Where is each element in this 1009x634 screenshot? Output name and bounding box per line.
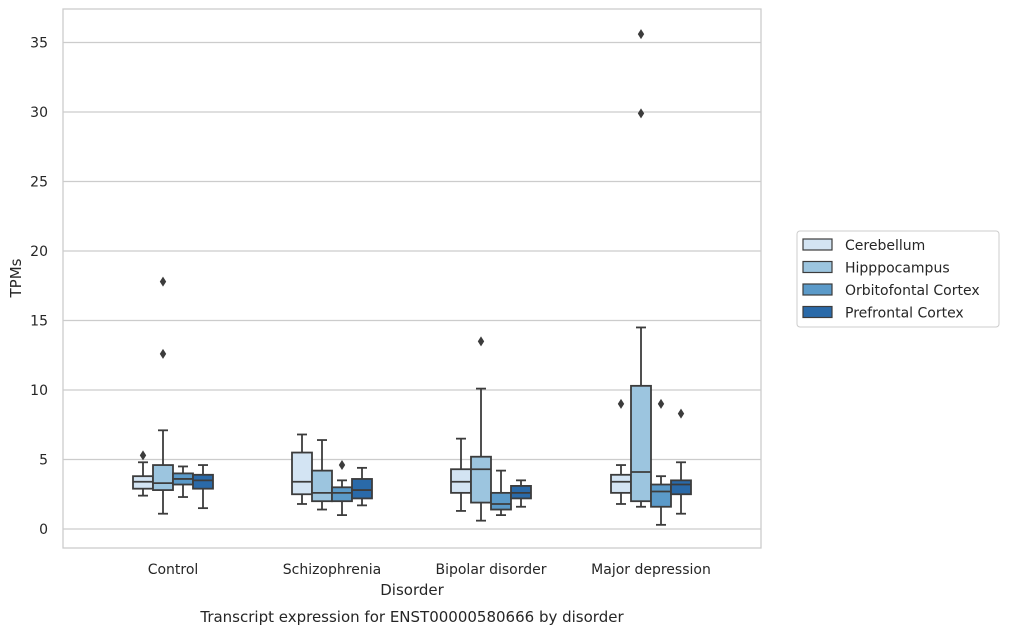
- series-cerebellum: [132, 398, 632, 512]
- outlier-point: [159, 276, 167, 287]
- outlier-point: [139, 450, 147, 461]
- box-body: [610, 473, 632, 494]
- y-tick-labels: 0 5 10 15 20 25 30 35: [30, 36, 48, 539]
- legend-frame: [796, 230, 1000, 328]
- y-tick-label: 5: [39, 453, 48, 469]
- box-body: [152, 464, 174, 491]
- legend-swatch: [802, 283, 833, 296]
- box: [450, 437, 472, 512]
- y-tick-label: 20: [30, 244, 48, 260]
- box: [490, 469, 512, 516]
- legend-item: Prefrontal Cortex: [802, 305, 964, 322]
- box: [192, 464, 214, 510]
- outlier-point: [637, 29, 645, 40]
- legend-item: Orbitofontal Cortex: [802, 283, 980, 299]
- outlier-point: [617, 398, 625, 409]
- box: [670, 408, 692, 515]
- series-hipppocampus: [152, 29, 652, 522]
- outlier-point: [159, 348, 167, 359]
- box-body: [470, 455, 492, 504]
- y-tick-label: 15: [30, 314, 48, 330]
- x-tick-labels: Control Schizophrenia Bipolar disorder Majo…: [148, 562, 711, 578]
- box-series: [132, 29, 692, 526]
- box-body: [331, 486, 353, 503]
- legend-swatch: [802, 305, 833, 319]
- y-tick-label: 10: [30, 383, 48, 399]
- legend-swatch: [802, 260, 833, 274]
- series-orbitofontal-cortex: [172, 398, 672, 526]
- box-body: [291, 451, 313, 496]
- series-prefrontal-cortex: [192, 408, 692, 515]
- box-body: [192, 473, 214, 490]
- box: [311, 439, 333, 511]
- legend-label: Cerebellum: [845, 238, 925, 254]
- y-tick-label: 30: [30, 105, 48, 121]
- box: [630, 29, 652, 508]
- y-tick-label: 25: [30, 175, 48, 191]
- box: [610, 398, 632, 505]
- box: [351, 466, 373, 507]
- box-body: [490, 491, 512, 511]
- outlier-point: [338, 460, 346, 471]
- x-axis-label: Disorder: [380, 581, 444, 599]
- box: [172, 465, 194, 498]
- grid-lines: [63, 41, 761, 530]
- outlier-point: [677, 408, 685, 419]
- outlier-point: [637, 108, 645, 119]
- legend-swatch: [802, 238, 833, 251]
- y-tick-label: 0: [39, 522, 48, 538]
- box: [291, 433, 313, 505]
- outlier-point: [477, 336, 485, 347]
- box-body: [351, 478, 373, 500]
- box: [152, 276, 174, 515]
- box: [331, 460, 353, 516]
- legend-item: Cerebellum: [802, 238, 925, 254]
- outlier-point: [657, 398, 665, 409]
- x-tick-label: Bipolar disorder: [435, 562, 546, 578]
- y-axis-label: TPMs: [7, 258, 25, 298]
- plot-area-frame: [62, 8, 762, 549]
- box: [650, 398, 672, 526]
- x-tick-label: Major depression: [591, 562, 711, 578]
- box: [510, 479, 532, 508]
- legend: Cerebellum Hipppocampus Orbitofontal Corte…: [796, 230, 1000, 328]
- x-tick-label: Control: [148, 562, 199, 578]
- box-body: [650, 483, 672, 508]
- box: [470, 336, 492, 522]
- legend-label: Orbitofontal Cortex: [845, 283, 980, 299]
- legend-item: Hipppocampus: [802, 260, 950, 277]
- box-body: [630, 384, 652, 503]
- legend-label: Hipppocampus: [845, 261, 950, 277]
- chart-caption: Transcript expression for ENST0000058066…: [199, 608, 624, 626]
- box-body: [311, 469, 333, 503]
- x-tick-label: Schizophrenia: [283, 562, 381, 578]
- y-tick-label: 35: [30, 36, 48, 52]
- box-body: [670, 479, 692, 496]
- legend-label: Prefrontal Cortex: [845, 306, 964, 322]
- box: [132, 450, 154, 497]
